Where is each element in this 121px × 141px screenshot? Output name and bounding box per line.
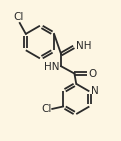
Text: HN: HN: [44, 62, 59, 72]
Text: NH: NH: [76, 41, 91, 51]
Text: O: O: [88, 69, 97, 79]
Text: Cl: Cl: [41, 104, 52, 114]
Text: Cl: Cl: [13, 12, 24, 22]
Text: N: N: [91, 86, 99, 96]
